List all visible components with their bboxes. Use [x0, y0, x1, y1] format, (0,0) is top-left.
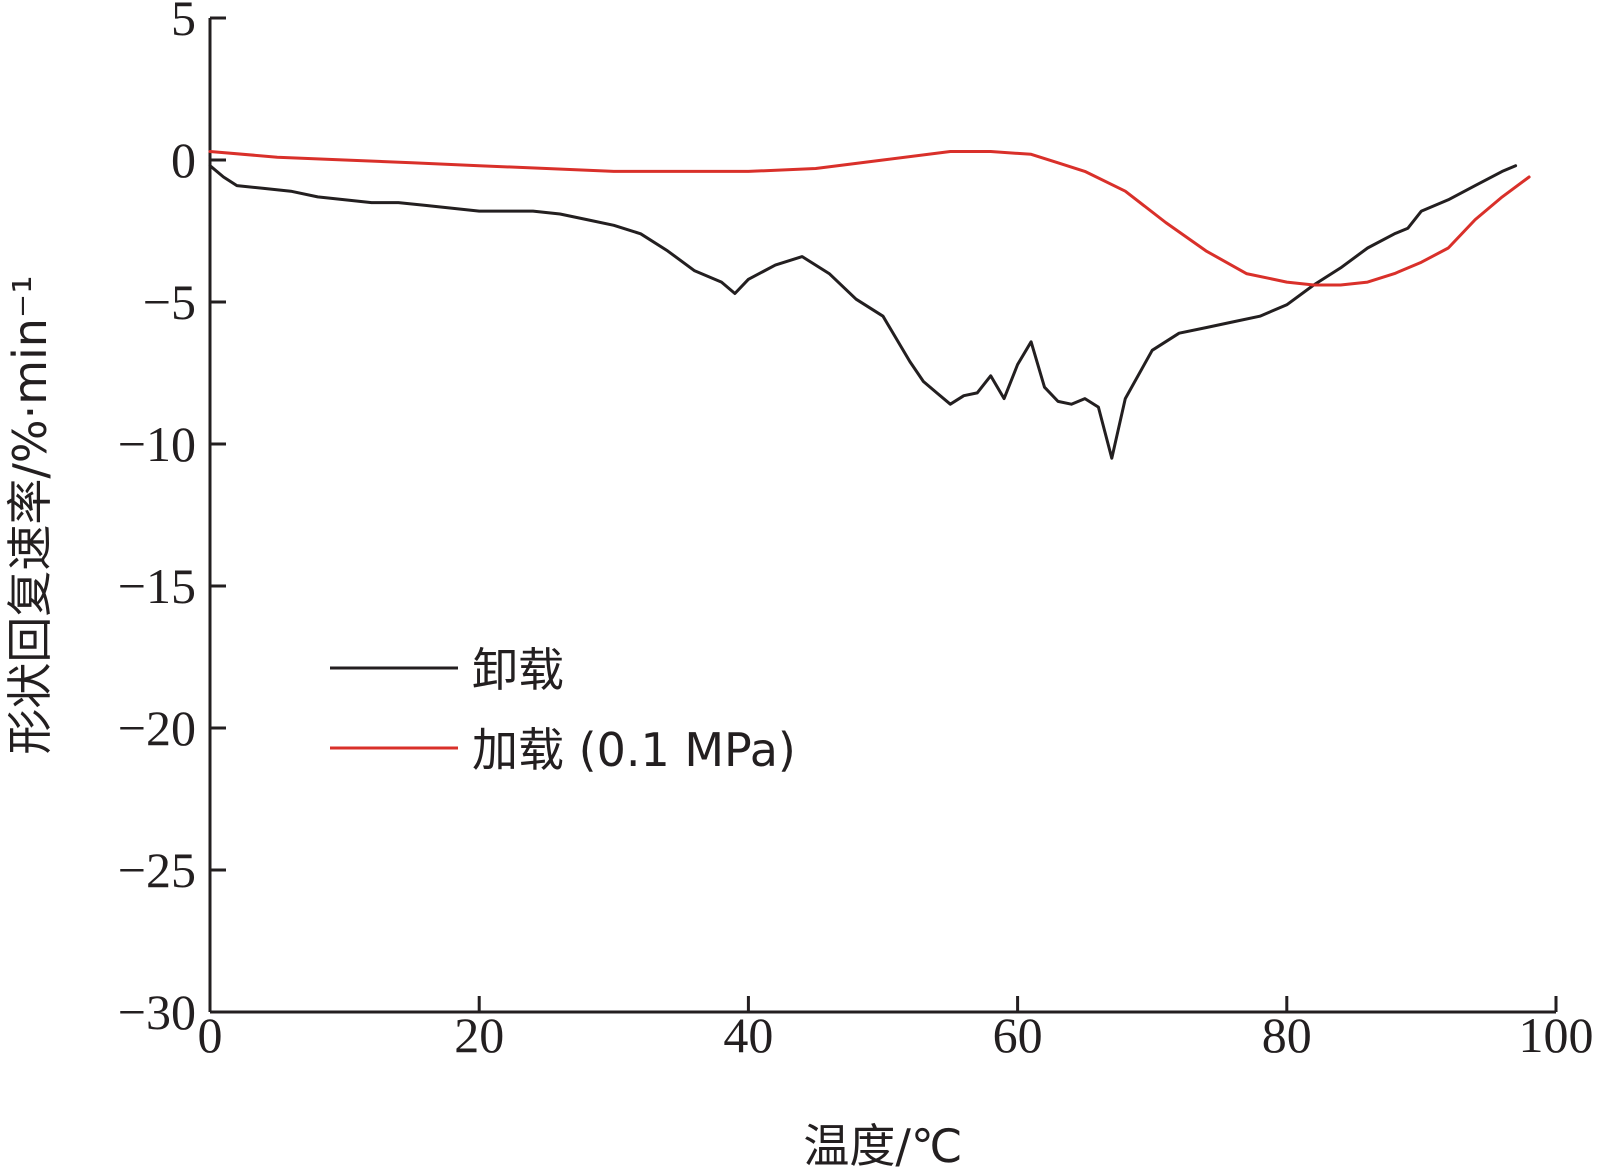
- y-tick-label: −30: [118, 984, 196, 1040]
- legend: 卸载 加载 (0.1 MPa): [330, 643, 796, 777]
- series-layer: [208, 150, 1531, 460]
- x-axis-title: 温度/℃: [803, 1119, 962, 1167]
- x-tick-label: 40: [723, 1007, 773, 1063]
- y-tick-label: 0: [171, 132, 196, 188]
- y-tick-label: −15: [118, 558, 196, 614]
- x-ticks: 0 20 40 60 80 100: [198, 996, 1594, 1063]
- y-tick-label: −25: [118, 842, 196, 898]
- x-tick-label: 20: [454, 1007, 504, 1063]
- y-tick-label: −20: [118, 700, 196, 756]
- y-tick-label: −10: [118, 416, 196, 472]
- series-line-loaded: [208, 150, 1531, 287]
- legend-label-loaded: 加载 (0.1 MPa): [472, 723, 796, 777]
- legend-label-unloaded: 卸载: [472, 643, 564, 697]
- x-tick-label: 0: [198, 1007, 223, 1063]
- y-tick-label: 5: [171, 0, 196, 46]
- x-tick-label: 80: [1262, 1007, 1312, 1063]
- x-tick-label: 60: [993, 1007, 1043, 1063]
- y-axis-title: 形状回复速率/%·min⁻¹: [3, 275, 57, 754]
- x-tick-label: 100: [1519, 1007, 1594, 1063]
- axes: [208, 18, 1556, 1014]
- series-line-unloaded: [208, 164, 1518, 460]
- y-ticks: 5 0 −5 −10 −15 −20 −25 −30: [118, 0, 226, 1040]
- y-tick-label: −5: [143, 274, 196, 330]
